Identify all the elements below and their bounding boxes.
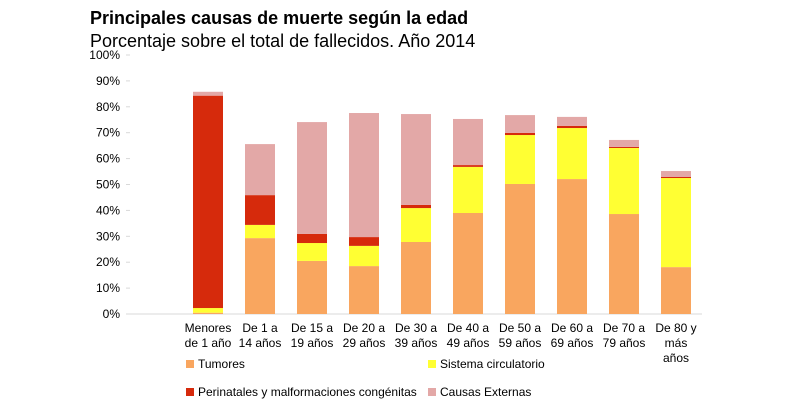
x-tick-label: De 15 a [291, 321, 333, 335]
legend-label: Perinatales y malformaciones congénitas [198, 385, 417, 399]
chart-subtitle: Porcentaje sobre el total de fallecidos.… [90, 31, 475, 51]
bar-segment [349, 113, 379, 238]
x-tick-label: De 1 a [242, 321, 278, 335]
x-tick-label: 19 años [291, 336, 334, 350]
y-tick-label: 90% [96, 74, 120, 88]
x-tick-label: años [663, 351, 689, 365]
x-tick-label: 59 años [499, 336, 542, 350]
x-tick-label: 14 años [239, 336, 282, 350]
bar-segment [609, 139, 639, 147]
bar-segment [661, 267, 691, 314]
x-tick-label: De 80 y [655, 321, 696, 335]
bar-segment [401, 204, 431, 209]
bar-segment [453, 118, 483, 166]
bar-segment [505, 115, 535, 133]
legend-swatch [186, 360, 194, 368]
y-tick-label: 80% [96, 100, 120, 114]
y-tick-label: 60% [96, 152, 120, 166]
bar-segment [557, 116, 587, 126]
x-tick-label: 39 años [395, 336, 438, 350]
bar-segment [453, 212, 483, 314]
x-tick-label: De 50 a [499, 321, 541, 335]
bar-segment [609, 146, 639, 148]
bar-segment [349, 237, 379, 246]
bar-segment [193, 91, 223, 96]
bar-segment [297, 122, 327, 234]
x-tick-label: 49 años [447, 336, 490, 350]
bar-segment [297, 243, 327, 261]
x-tick-label: 29 años [343, 336, 386, 350]
bar-segment [245, 238, 275, 314]
bar-segment [661, 171, 691, 177]
x-tick-label: De 30 a [395, 321, 437, 335]
legend-label: Sistema circulatorio [440, 357, 545, 371]
x-tick-label: De 40 a [447, 321, 489, 335]
bar-segment [297, 233, 327, 244]
bar-segment [609, 147, 639, 215]
x-tick-label: De 60 a [551, 321, 593, 335]
bar-segment [349, 245, 379, 267]
bar-segment [401, 114, 431, 205]
bar-segment [297, 260, 327, 314]
bar-segment [245, 144, 275, 196]
y-tick-label: 50% [96, 178, 120, 192]
bar-segment [557, 128, 587, 180]
y-tick-label: 10% [96, 281, 120, 295]
bar-segment [505, 132, 535, 136]
y-tick-label: 0% [103, 307, 121, 321]
bar-segment [193, 95, 223, 309]
y-tick-label: 70% [96, 126, 120, 140]
legend-label: Tumores [198, 357, 245, 371]
bar-segment [193, 312, 223, 314]
bar-segment [453, 166, 483, 213]
bar-segment [557, 125, 587, 129]
y-tick-label: 30% [96, 229, 120, 243]
legend-swatch [428, 388, 436, 396]
bar-segment [349, 266, 379, 314]
chart-title: Principales causas de muerte según la ed… [90, 8, 468, 28]
bar-segment [193, 308, 223, 313]
legend-swatch [186, 388, 194, 396]
bar-segment [505, 135, 535, 184]
y-tick-label: 20% [96, 255, 120, 269]
x-tick-label: 79 años [603, 336, 646, 350]
x-tick-label: De 70 a [603, 321, 645, 335]
bar-segment [401, 241, 431, 314]
x-tick-label: de 1 año [185, 336, 232, 350]
y-tick-label: 100% [89, 48, 120, 62]
legend-swatch [428, 360, 436, 368]
bar-segment [505, 183, 535, 314]
bar-segment [453, 165, 483, 167]
x-tick-label: más [665, 336, 688, 350]
x-tick-label: De 20 a [343, 321, 385, 335]
bar-segment [245, 195, 275, 225]
x-tick-label: Menores [185, 321, 232, 335]
bar-segment [557, 179, 587, 314]
bar-segment [661, 178, 691, 268]
bar-segment [609, 214, 639, 314]
bar-segment [245, 224, 275, 239]
y-tick-label: 40% [96, 203, 120, 217]
legend-label: Causas Externas [440, 385, 531, 399]
bar-segment [661, 176, 691, 179]
x-tick-label: 69 años [551, 336, 594, 350]
bar-segment [401, 208, 431, 242]
